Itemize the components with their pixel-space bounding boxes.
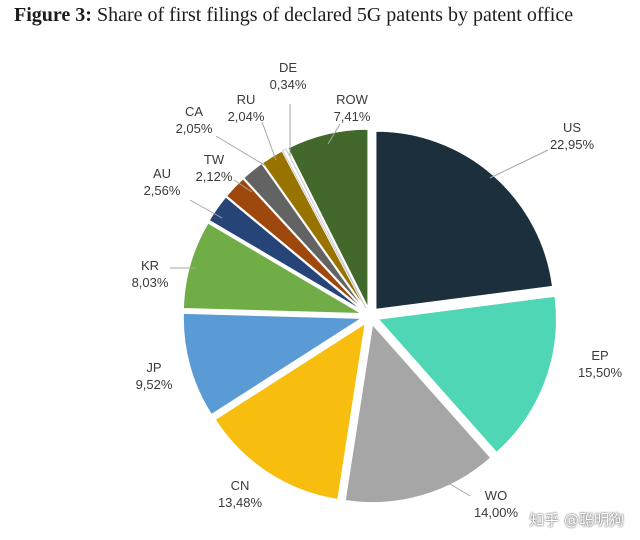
pie-slice-tw (225, 178, 364, 311)
slice-name-kr: KR (141, 258, 159, 273)
leader-line-ru (261, 121, 277, 161)
leader-line-ca (215, 135, 267, 167)
slice-value-de: 0,34% (270, 77, 307, 92)
watermark: 知乎 @聪明狗 (529, 511, 624, 529)
slice-value-us: 22,95% (550, 137, 595, 152)
figure-title: Figure 3: Share of first filings of decl… (14, 4, 573, 27)
pie-slice-de (282, 148, 367, 309)
slice-name-us: US (563, 120, 581, 135)
slice-name-au: AU (153, 166, 171, 181)
slice-label-au: AU 2,56% (144, 166, 181, 198)
slice-value-ru: 2,04% (228, 109, 265, 124)
slice-label-jp: JP 9,52% (136, 360, 173, 392)
slice-label-tw: TW 2,12% (196, 152, 233, 184)
slice-value-kr: 8,03% (132, 275, 169, 290)
pie-slice-ep (377, 295, 557, 454)
slice-value-wo: 14,00% (474, 505, 519, 520)
leader-line-au (189, 199, 223, 219)
slice-value-row: 7,41% (334, 109, 371, 124)
pie-slice-kr (182, 222, 362, 315)
slice-name-tw: TW (204, 152, 225, 167)
pie-slice-jp (182, 312, 363, 416)
slice-name-cn: CN (231, 478, 250, 493)
leader-line-us (489, 149, 549, 179)
slice-name-ru: RU (237, 92, 256, 107)
leader-line-row (327, 123, 341, 145)
pie-slice-us (375, 130, 554, 310)
slice-value-cn: 13,48% (218, 495, 263, 510)
pie-slice-ru (261, 150, 366, 309)
slice-value-jp: 9,52% (136, 377, 173, 392)
slice-value-ca: 2,05% (176, 121, 213, 136)
slice-label-wo: WO 14,00% (474, 488, 519, 520)
slice-name-wo: WO (485, 488, 507, 503)
leader-line-wo (439, 477, 471, 497)
figure-label: Figure 3: (14, 4, 92, 26)
slice-name-jp: JP (146, 360, 161, 375)
slice-label-de: DE 0,34% (270, 60, 307, 92)
slice-label-kr: KR 8,03% (132, 258, 169, 290)
slice-name-row: ROW (336, 92, 369, 107)
slice-name-ca: CA (185, 104, 203, 119)
slice-name-de: DE (279, 60, 297, 75)
pie-slice-wo (344, 323, 492, 504)
leader-line-tw (233, 179, 253, 193)
slice-label-ru: RU 2,04% (228, 92, 265, 124)
figure-title-text: Share of first filings of declared 5G pa… (96, 4, 574, 26)
pie-slice-row (287, 128, 369, 308)
pie-slice-cn (214, 322, 366, 501)
slice-label-row: ROW 7,41% (334, 92, 371, 124)
slice-name-ep: EP (591, 348, 608, 363)
slice-value-ep: 15,50% (578, 365, 623, 380)
slice-label-ep: EP 15,50% (578, 348, 623, 380)
slice-label-us: US 22,95% (550, 120, 595, 152)
slice-label-cn: CN 13,48% (218, 478, 263, 510)
slice-label-ca: CA 2,05% (176, 104, 213, 136)
slice-value-tw: 2,12% (196, 169, 233, 184)
slice-value-au: 2,56% (144, 183, 181, 198)
pie-slice-au (208, 196, 363, 312)
